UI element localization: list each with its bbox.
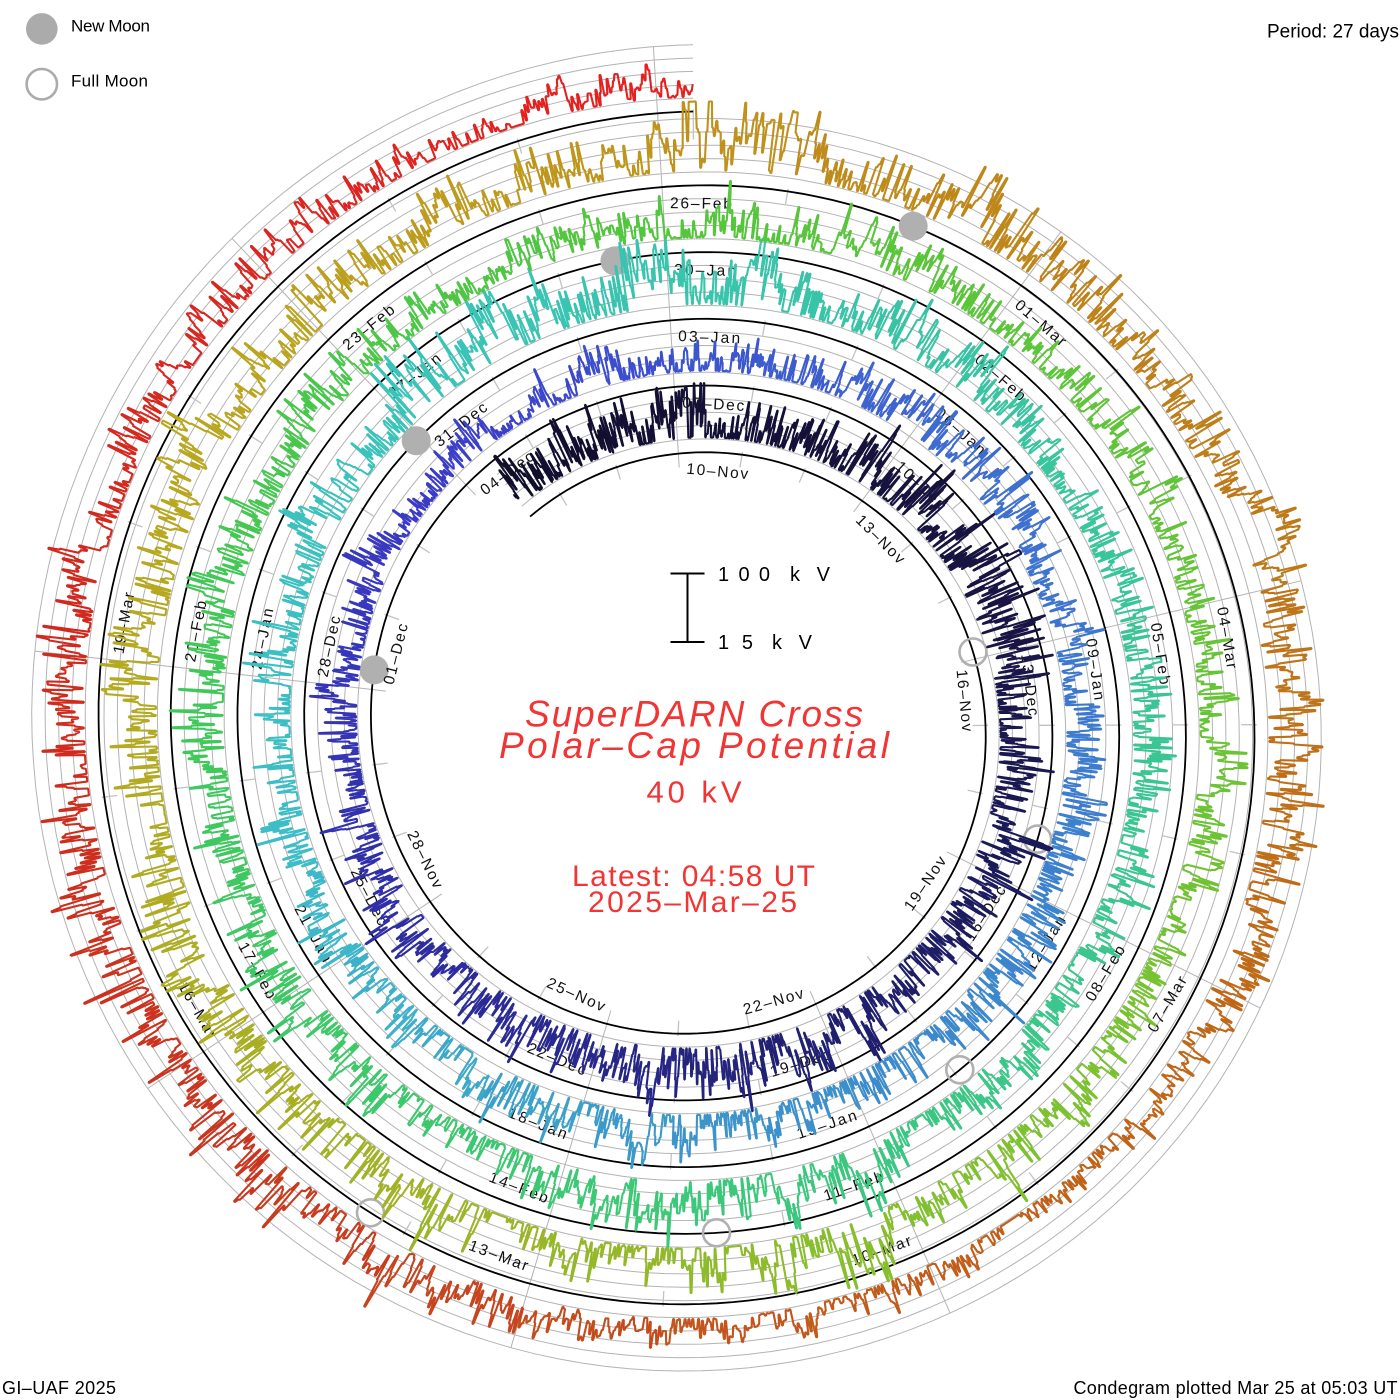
svg-text:Full Moon: Full Moon [71,72,148,91]
svg-text:Period: 27 days: Period: 27 days [1267,22,1399,43]
svg-text:10–Nov: 10–Nov [686,461,749,483]
svg-text:16–Nov: 16–Nov [953,669,976,733]
svg-text:Latest: 04:58 UT: Latest: 04:58 UT [572,860,815,893]
svg-text:100: 100 [718,564,770,586]
svg-text:Condegram plotted Mar 25 at 05: Condegram plotted Mar 25 at 05:03 UT [1074,1378,1398,1398]
svg-text:GI–UAF 2025: GI–UAF 2025 [2,1378,116,1398]
svg-text:New Moon: New Moon [71,17,150,36]
svg-text:2025–Mar–25: 2025–Mar–25 [588,886,797,919]
svg-text:40 kV: 40 kV [647,775,742,810]
svg-text:SuperDARN Cross: SuperDARN Cross [525,694,863,735]
svg-text:Polar–Cap Potential: Polar–Cap Potential [499,725,891,766]
